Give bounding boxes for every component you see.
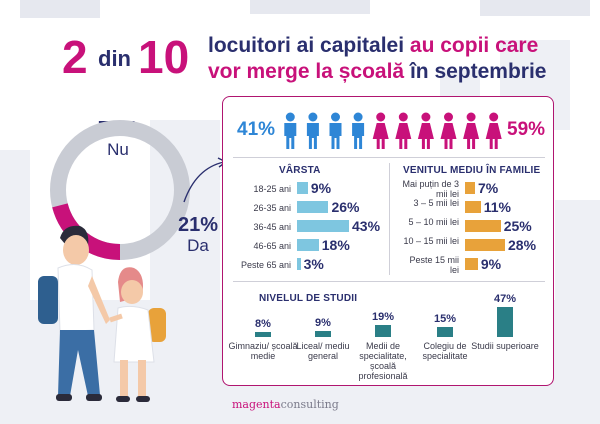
- age-label: 36-45 ani: [253, 222, 291, 232]
- income-value: 9%: [480, 256, 502, 272]
- headline-line2-plain: în septembrie: [404, 60, 547, 83]
- brand-part-magenta: magenta: [232, 398, 281, 411]
- age-value: 3%: [303, 256, 324, 272]
- divider-bottom: [233, 281, 545, 282]
- donut-chart: [50, 120, 190, 260]
- divider-top: [233, 157, 545, 158]
- income-section-title: VENITUL MEDIU ÎN FAMILIE: [403, 165, 541, 176]
- income-bar: [465, 182, 475, 194]
- education-label: Studii superioare: [471, 341, 539, 351]
- age-bar: [297, 182, 308, 194]
- headline-line1-highlight: au copii care: [409, 34, 539, 57]
- gender-row: 41% 59%: [223, 111, 555, 151]
- age-bar: [297, 258, 301, 270]
- male-person-icon: [284, 112, 297, 149]
- age-value: 43%: [352, 218, 381, 234]
- income-bar: [465, 258, 478, 270]
- income-label: 10 – 15 mii lei: [403, 236, 459, 246]
- education-label: Gimnaziu/ școală medie: [228, 341, 298, 361]
- brand-logo: magentaconsulting: [232, 398, 339, 411]
- headline-number-2: 2: [62, 31, 88, 83]
- female-person-icon: [395, 112, 412, 149]
- gender-icons: [284, 112, 502, 149]
- education-value: 19%: [371, 310, 395, 323]
- education-bar: [437, 327, 453, 337]
- income-label: 5 – 10 mii lei: [408, 217, 459, 227]
- education-value: 9%: [315, 317, 331, 330]
- education-value: 47%: [493, 293, 517, 305]
- donut-yes-percent: 21%: [177, 214, 219, 236]
- age-bar: [297, 220, 349, 232]
- education-bar: [255, 331, 271, 337]
- donut-yes-label: Da: [187, 236, 209, 255]
- income-label: Mai puțin de 3 mii lei: [402, 179, 459, 199]
- donut-no-label: Nu: [107, 140, 129, 159]
- donut-slice-yes: [50, 120, 190, 260]
- age-label: Peste 65 ani: [240, 260, 291, 270]
- age-value: 9%: [310, 180, 332, 196]
- brand-part-consulting: consulting: [280, 398, 339, 411]
- age-label: 26-35 ani: [253, 203, 291, 213]
- divider-middle: [389, 163, 390, 275]
- age-value: 18%: [321, 237, 350, 253]
- income-value: 11%: [483, 199, 511, 215]
- age-value: 26%: [331, 199, 360, 215]
- income-bar: [465, 239, 505, 251]
- education-label: Liceal/ mediu general: [296, 341, 350, 361]
- parent-child-illustration: [38, 225, 166, 402]
- education-label: Medii de specialitate, școală profesiona…: [358, 341, 408, 381]
- education-value: 8%: [255, 317, 271, 330]
- headline-number-10: 10: [138, 31, 190, 83]
- income-bar: [465, 220, 501, 232]
- headline-line1-plain: locuitori ai capitalei: [208, 34, 410, 57]
- income-value: 7%: [478, 180, 499, 196]
- income-value: 28%: [508, 237, 537, 253]
- education-bar: [497, 307, 513, 337]
- headline-line2-highlight: vor merge la școală: [208, 60, 405, 83]
- survey-panel: 41% 59% VÂRSTA 18-25 ani 9% 26-35 ani 26% 36…: [222, 96, 554, 386]
- age-label: 18-25 ani: [253, 184, 291, 194]
- male-person-icon: [306, 112, 319, 149]
- education-label: Colegiu de specialitate: [422, 341, 468, 361]
- headline: 2 din 10 locuitori ai capitalei au copii…: [62, 30, 552, 90]
- female-person-icon: [440, 112, 457, 149]
- education-value: 15%: [433, 313, 457, 326]
- male-person-icon: [329, 112, 342, 149]
- headline-line-2: vor merge la școală în septembrie: [208, 60, 547, 84]
- age-bar: [297, 201, 329, 213]
- education-bar: [315, 331, 331, 337]
- education-bar: [375, 324, 391, 337]
- income-bar: [465, 201, 481, 213]
- age-label: 46-65 ani: [253, 241, 291, 251]
- female-person-icon: [485, 112, 502, 149]
- male-person-icon: [352, 112, 365, 149]
- male-percent: 41%: [237, 119, 276, 140]
- headline-line-1: locuitori ai capitalei au copii care: [208, 34, 538, 58]
- income-label: 3 – 5 mii lei: [413, 198, 459, 208]
- female-person-icon: [463, 112, 480, 149]
- education-section-title: NIVELUL DE STUDII: [259, 293, 358, 304]
- headline-din: din: [98, 46, 131, 71]
- income-value: 25%: [503, 218, 532, 234]
- female-percent: 59%: [507, 119, 546, 140]
- age-bar: [297, 239, 319, 251]
- income-label: Peste 15 mii lei: [409, 255, 459, 275]
- age-section-title: VÂRSTA: [279, 165, 321, 176]
- female-person-icon: [372, 112, 389, 149]
- female-person-icon: [417, 112, 434, 149]
